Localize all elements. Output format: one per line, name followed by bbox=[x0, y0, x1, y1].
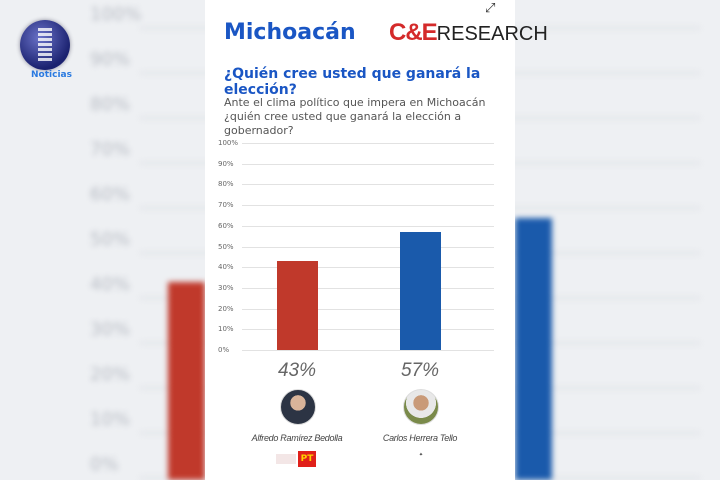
y-tick-label: 70% bbox=[218, 201, 234, 210]
state-title: Michoacán bbox=[224, 20, 356, 45]
bg-bar bbox=[515, 217, 552, 480]
gridline bbox=[242, 184, 494, 186]
gridline bbox=[242, 246, 494, 248]
gridline bbox=[242, 205, 494, 207]
brand-logo: C&ERESEARCH bbox=[389, 19, 548, 46]
candidate-name: Carlos Herrera Tello bbox=[382, 433, 458, 443]
gridline bbox=[242, 329, 494, 331]
question-title: ¿Quién cree usted que ganará la elección… bbox=[224, 66, 481, 98]
value-label: 57% bbox=[400, 360, 440, 381]
bg-tick: 0% bbox=[90, 454, 119, 475]
gridline bbox=[242, 267, 494, 269]
channel-logo-text: Noticias bbox=[31, 70, 72, 80]
gridline bbox=[242, 308, 494, 310]
gridline bbox=[242, 163, 494, 165]
candidate-avatar bbox=[280, 389, 316, 425]
y-tick-label: 0% bbox=[218, 346, 230, 354]
gridline bbox=[242, 225, 494, 227]
bg-tick: 40% bbox=[90, 274, 131, 295]
y-tick-label: 90% bbox=[218, 159, 234, 168]
bg-tick: 20% bbox=[90, 364, 131, 385]
bg-tick: 80% bbox=[90, 94, 131, 115]
bg-bar bbox=[168, 282, 205, 480]
bg-tick: 10% bbox=[90, 409, 131, 430]
expand-icon[interactable]: ⤢ bbox=[485, 1, 496, 16]
poll-card: Michoacán C&ERESEARCH ⤢ ¿Quién cree uste… bbox=[205, 0, 548, 480]
gridline bbox=[242, 287, 494, 289]
y-tick-label: 20% bbox=[218, 304, 234, 313]
bar-1 bbox=[277, 260, 318, 350]
bg-tick: 50% bbox=[90, 229, 131, 250]
bg-tick: 60% bbox=[90, 184, 131, 205]
bg-tick: 70% bbox=[90, 139, 131, 160]
candidate-name: Alfredo Ramírez Bedolla bbox=[251, 433, 343, 443]
y-tick-label: 40% bbox=[218, 263, 234, 272]
bg-tick: 30% bbox=[90, 319, 131, 340]
bar-2 bbox=[400, 232, 441, 350]
y-tick-label: 60% bbox=[218, 221, 234, 230]
gridline bbox=[242, 143, 494, 144]
question-subtitle: Ante el clima político que impera en Mic… bbox=[224, 96, 486, 137]
party-logo-coalition: ✦ bbox=[418, 452, 424, 458]
party-logo-pt: PT bbox=[298, 451, 316, 467]
y-tick-label: 10% bbox=[218, 325, 234, 334]
y-tick-label: 80% bbox=[218, 180, 234, 189]
channel-logo bbox=[20, 20, 70, 70]
gridline bbox=[242, 350, 494, 351]
y-tick-label: 100% bbox=[218, 139, 239, 147]
candidate-avatar bbox=[403, 389, 439, 425]
bg-tick: 90% bbox=[90, 49, 131, 70]
value-label: 43% bbox=[277, 360, 317, 381]
y-tick-label: 30% bbox=[218, 283, 234, 292]
party-logo-morena bbox=[276, 454, 296, 464]
bg-tick: 100% bbox=[90, 4, 142, 25]
y-tick-label: 50% bbox=[218, 242, 234, 251]
